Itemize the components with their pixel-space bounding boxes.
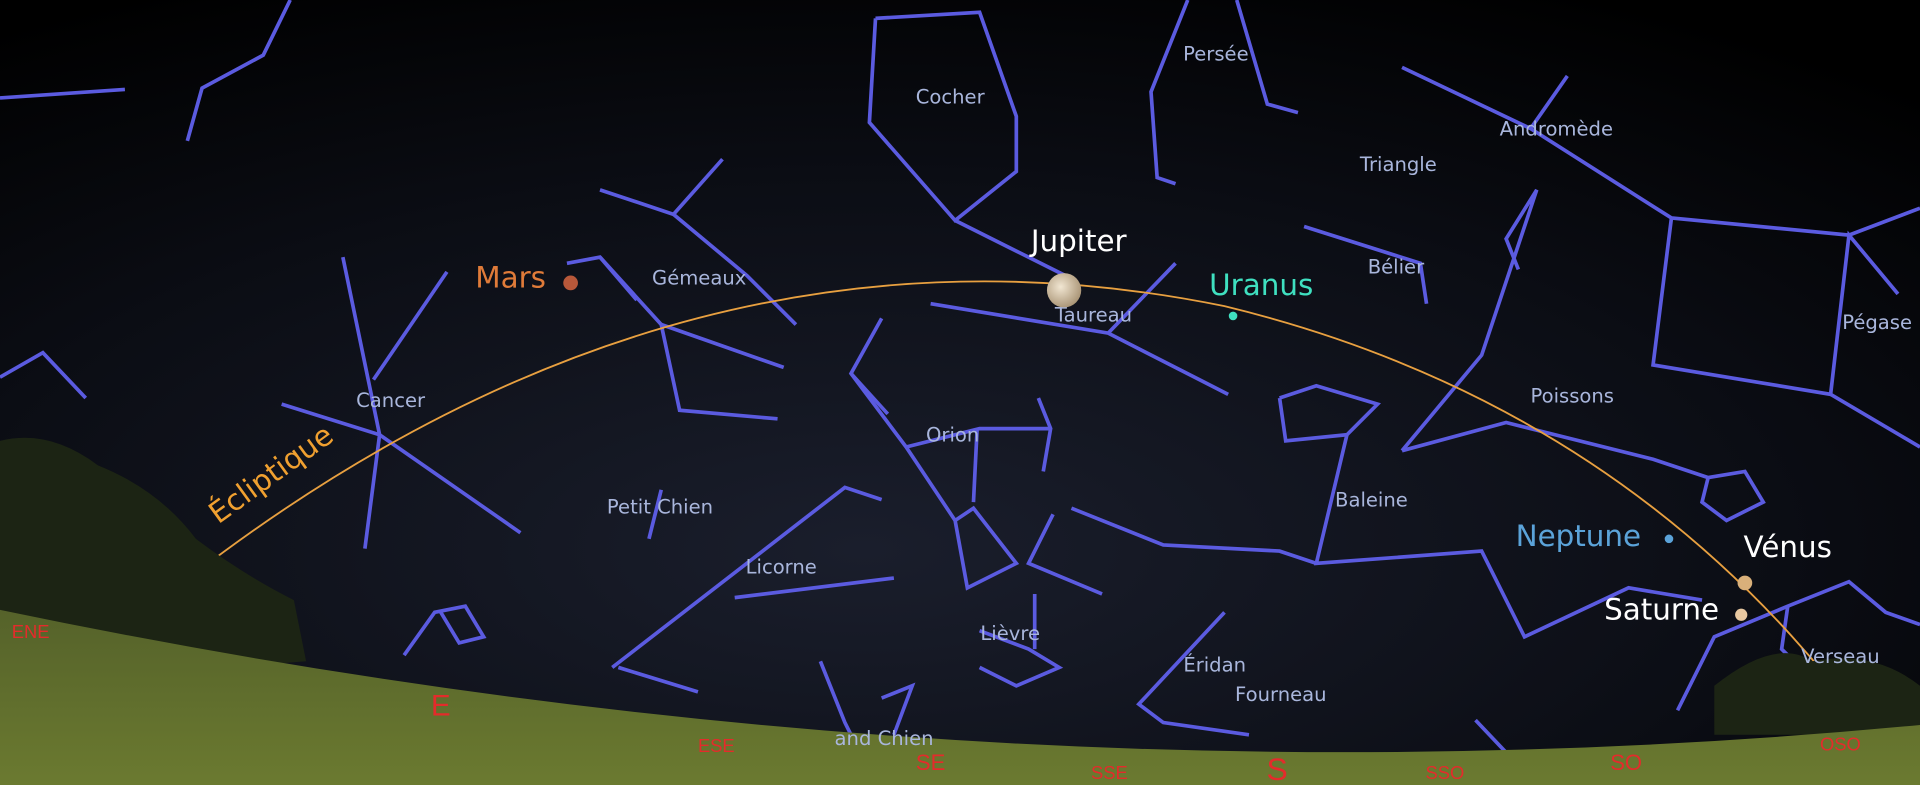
ecliptic-line [191, 280, 1869, 730]
constellation-label: Verseau [1801, 645, 1880, 668]
planet [1664, 534, 1674, 544]
planet-label: Uranus [1209, 268, 1313, 302]
planet [563, 275, 578, 291]
direction-label: SE [916, 750, 945, 775]
direction-label: S [1267, 751, 1288, 785]
constellation-line [1303, 224, 1429, 304]
constellation-label: and Chien [835, 727, 934, 750]
constellation-line [880, 682, 916, 736]
constellation-label: Éridan [1183, 654, 1246, 677]
direction-label: SSE [1091, 762, 1128, 783]
constellation-line [185, 0, 292, 142]
planet-label: Neptune [1516, 519, 1642, 553]
constellation-label: Andromède [1500, 117, 1613, 140]
constellation-line [1070, 506, 1317, 566]
direction-label: SO [1610, 750, 1642, 775]
constellation-label: Cancer [356, 389, 426, 412]
direction-label: E [431, 690, 451, 723]
constellation-line [971, 428, 979, 503]
direction-label: ESE [698, 735, 735, 756]
constellation-label: Baleine [1335, 488, 1408, 511]
constellation-line [1149, 0, 1190, 186]
constellation-line [1277, 383, 1382, 443]
constellation-line [867, 10, 1019, 223]
ground [0, 609, 1920, 785]
constellation-label: Taureau [1054, 303, 1132, 326]
constellation-line [281, 402, 522, 535]
constellation-label: Gémeaux [652, 267, 746, 290]
planet-label: Jupiter [1029, 224, 1128, 258]
trees [0, 437, 307, 686]
constellation-line [849, 372, 890, 416]
constellation-line [905, 426, 1051, 449]
planet-label: Vénus [1744, 530, 1832, 564]
constellation-line [1036, 397, 1053, 472]
constellation-line [1313, 434, 1703, 640]
constellation-line [954, 218, 1067, 278]
planet [1046, 273, 1082, 308]
constellation-lines [0, 0, 1920, 767]
constellation-line [1026, 513, 1103, 596]
constellation-line [930, 301, 1229, 396]
planet [1228, 311, 1238, 321]
constellation-label: Orion [926, 423, 979, 446]
constellation-line [1829, 392, 1920, 449]
constellation-line [1106, 262, 1177, 335]
constellation-label: Fourneau [1235, 683, 1327, 706]
constellation-line [371, 270, 449, 381]
constellation-line [647, 489, 664, 540]
planet [1735, 608, 1748, 621]
constellation-line [0, 87, 126, 100]
trees [1714, 653, 1920, 735]
direction-label: SSO [1426, 762, 1465, 783]
constellation-line [598, 255, 639, 302]
planet-label: Saturne [1604, 593, 1719, 627]
constellation-label: Persée [1183, 43, 1248, 66]
constellation-label: Cocher [916, 85, 986, 108]
planet [1737, 575, 1753, 591]
constellation-label: Lièvre [980, 622, 1040, 645]
planet-label: Mars [475, 261, 546, 295]
constellation-line [672, 212, 798, 326]
constellation-line [1234, 0, 1299, 115]
constellation-line [1136, 611, 1250, 737]
constellation-line [611, 485, 883, 669]
constellation-line [0, 350, 88, 400]
constellation-line [1401, 420, 1766, 523]
constellation-line [1675, 579, 1920, 712]
constellation-label: Triangle [1359, 153, 1437, 176]
constellation-line [734, 576, 895, 600]
direction-label: ENE [12, 621, 50, 642]
constellation-label: Petit Chien [607, 496, 713, 519]
constellation-line [617, 665, 699, 694]
constellation-line [660, 322, 785, 370]
constellation-label: Bélier [1368, 256, 1425, 279]
constellation-line [402, 604, 487, 657]
constellation-line [1529, 74, 1569, 130]
constellation-label: Poissons [1530, 384, 1614, 407]
constellation-label: Licorne [746, 556, 817, 579]
direction-label: OSO [1820, 734, 1861, 755]
constellation-line [978, 628, 1064, 688]
constellation-label: Pégase [1842, 311, 1912, 334]
